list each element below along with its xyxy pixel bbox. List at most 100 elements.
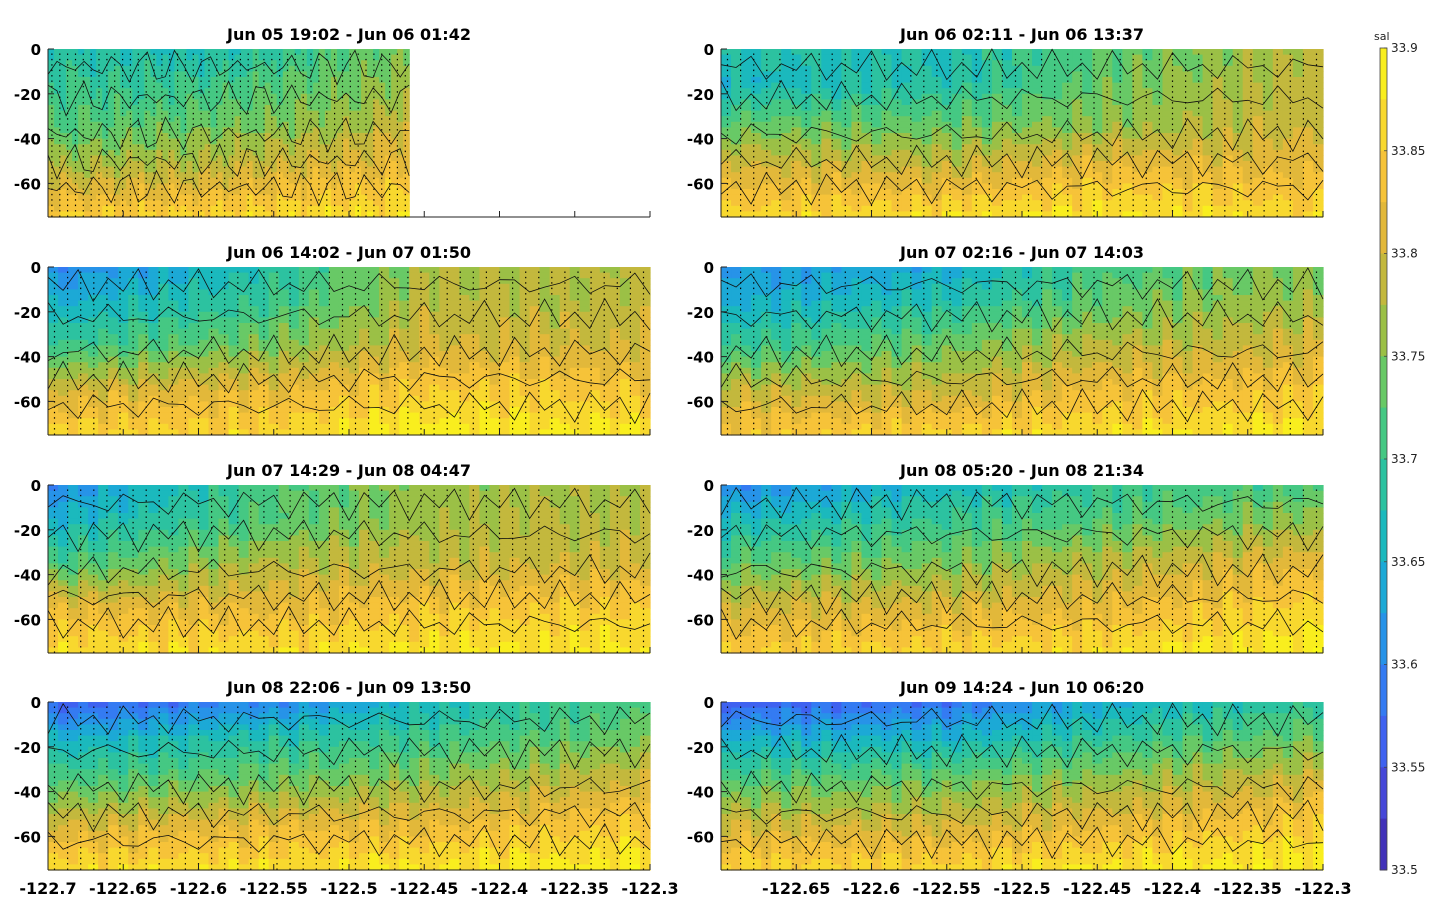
contour-cell <box>150 211 157 218</box>
contour-cell <box>208 267 220 274</box>
contour-cell <box>1022 60 1033 67</box>
contour-cell <box>1022 105 1033 112</box>
contour-cell <box>144 105 151 112</box>
contour-cell <box>791 77 802 84</box>
contour-cell <box>68 339 79 346</box>
contour-cell <box>66 49 73 56</box>
contour-cell <box>48 82 55 89</box>
contour-cell <box>222 82 230 89</box>
contour-cell <box>1001 88 1013 95</box>
contour-cell <box>991 166 1003 173</box>
contour-cell <box>391 93 398 100</box>
contour-cell <box>148 345 159 352</box>
contour-cell <box>330 82 338 89</box>
contour-cell <box>1132 105 1143 112</box>
contour-cell <box>1001 99 1013 106</box>
contour-cell <box>1182 77 1194 84</box>
contour-cell <box>54 205 61 212</box>
contour-cell <box>1272 77 1284 84</box>
contour-cell <box>228 77 236 84</box>
contour-cell <box>349 289 360 296</box>
contour-cell <box>1132 82 1143 89</box>
contour-cell <box>1272 110 1284 117</box>
contour-cell <box>761 133 772 140</box>
contour-cell <box>811 65 822 72</box>
contour-cell <box>379 138 386 145</box>
contour-cell <box>1182 194 1194 201</box>
contour-cell <box>1152 189 1164 196</box>
contour-cell <box>355 155 362 162</box>
contour-cell <box>1242 138 1254 145</box>
contour-cell <box>318 351 330 358</box>
contour-cell <box>801 161 812 168</box>
contour-cell <box>721 77 732 84</box>
contour-cell <box>218 418 230 425</box>
contour-cell <box>102 166 109 173</box>
contour-cell <box>294 161 302 168</box>
contour-cell <box>144 133 151 140</box>
contour-cell <box>78 384 89 391</box>
contour-cell <box>54 172 61 179</box>
contour-cell <box>991 138 1003 145</box>
contour-cell <box>318 60 326 67</box>
contour-cell <box>120 88 127 95</box>
contour-cell <box>264 144 272 151</box>
contour-cell <box>1242 200 1254 207</box>
contour-cell <box>312 183 320 190</box>
contour-cell <box>72 144 79 151</box>
contour-cell <box>1182 127 1194 134</box>
contour-cell <box>306 205 314 212</box>
contour-cell <box>276 127 284 134</box>
contour-cell <box>114 65 121 72</box>
contour-cell <box>108 289 119 296</box>
contour-cell <box>48 177 55 184</box>
contour-cell <box>198 306 210 313</box>
contour-cell <box>288 110 296 117</box>
contour-cell <box>439 306 450 313</box>
contour-cell <box>228 49 236 56</box>
contour-cell <box>180 161 188 168</box>
contour-cell <box>234 194 242 201</box>
contour-cell <box>1182 93 1194 100</box>
contour-cell <box>156 149 163 156</box>
contour-cell <box>1172 166 1184 173</box>
contour-cell <box>218 339 230 346</box>
contour-cell <box>318 155 326 162</box>
contour-cell <box>342 105 350 112</box>
contour-cell <box>102 211 109 218</box>
contour-cell <box>338 267 350 274</box>
contour-cell <box>821 189 832 196</box>
contour-cell <box>781 172 792 179</box>
contour-cell <box>1082 133 1093 140</box>
contour-cell <box>361 82 368 89</box>
contour-cell <box>252 144 260 151</box>
contour-cell <box>156 211 163 218</box>
contour-cell <box>1072 71 1083 78</box>
contour-cell <box>68 356 79 363</box>
contour-cell <box>449 300 460 307</box>
contour-cell <box>78 121 85 128</box>
contour-cell <box>791 155 802 162</box>
contour-cell <box>282 172 290 179</box>
contour-cell <box>403 99 410 106</box>
contour-cell <box>156 200 163 207</box>
contour-cell <box>336 183 344 190</box>
contour-cell <box>336 189 344 196</box>
contour-cell <box>66 82 73 89</box>
contour-cell <box>338 384 350 391</box>
contour-cell <box>439 339 450 346</box>
contour-cell <box>1082 54 1093 61</box>
contour-cell <box>1272 60 1284 67</box>
contour-cell <box>891 54 903 61</box>
salinity-field-1 <box>48 49 410 218</box>
contour-cell <box>204 71 212 78</box>
contour-cell <box>391 161 398 168</box>
contour-cell <box>204 99 212 106</box>
contour-cell <box>821 149 832 156</box>
contour-cell <box>312 60 320 67</box>
contour-cell <box>258 88 266 95</box>
contour-cell <box>216 149 224 156</box>
contour-cell <box>941 88 953 95</box>
contour-cell <box>901 110 913 117</box>
contour-cell <box>409 267 420 274</box>
